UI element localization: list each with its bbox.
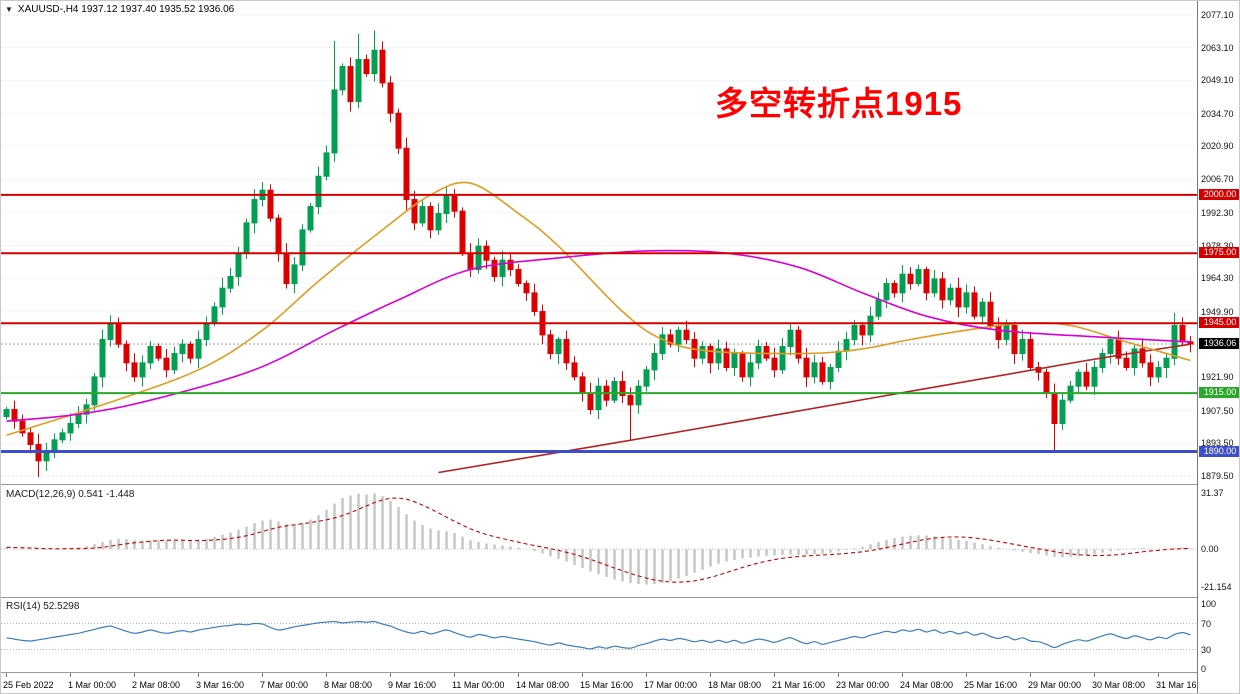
level-price-badge: 1890.00 [1199,445,1239,457]
axis-label: 1949.90 [1201,306,1234,317]
time-axis-label: 25 Mar 16:00 [964,680,1018,690]
axis-label: 1893.50 [1201,438,1234,449]
time-tick [1158,673,1159,677]
level-price-badge: 1915.00 [1199,387,1239,399]
axis-label: 30 [1201,644,1212,655]
axis-label: 1907.50 [1201,405,1234,416]
time-tick [1094,673,1095,677]
time-tick [262,673,263,677]
time-tick [134,673,135,677]
axis-label: 0.00 [1201,544,1219,555]
axis-label: 1992.30 [1201,207,1234,218]
time-axis-label: 24 Mar 08:00 [900,680,954,690]
macd-histogram [5,493,1192,585]
time-tick [838,673,839,677]
time-tick [454,673,455,677]
axis-label: 0 [1201,664,1207,674]
time-axis[interactable]: 25 Feb 2022 1 Mar 00:00 2 Mar 08:00 3 Mar 1… [1,673,1209,693]
axis-label: 31.37 [1201,488,1224,498]
level-price-badge: 1945.00 [1199,317,1239,329]
axis-label: 2034.70 [1201,108,1234,119]
panel-resize-handle[interactable] [1,597,1239,598]
axis-label: 1978.30 [1201,240,1234,251]
axis-label: 70 [1201,618,1212,629]
time-tick [710,673,711,677]
time-axis-label: 9 Mar 16:00 [388,680,437,690]
chevron-down-icon[interactable]: ▼ [5,5,13,14]
macd-signal-line [6,497,1191,583]
time-axis-label: 1 Mar 00:00 [68,680,117,690]
axis-label: 2020.90 [1201,141,1234,152]
macd-panel[interactable] [1,485,1197,597]
main-price-chart[interactable] [1,1,1197,484]
time-axis-label: 25 Feb 2022 [3,680,54,690]
axis-label: 1879.50 [1201,471,1234,481]
symbol-ohlc-text: XAUUSD-,H4 1937.12 1937.40 1935.52 1936.… [17,4,235,15]
time-tick [774,673,775,677]
time-axis-label: 8 Mar 08:00 [324,680,373,690]
time-axis-label: 3 Mar 16:00 [196,680,245,690]
level-price-badge: 1975.00 [1199,247,1239,259]
axis-label: 1921.90 [1201,372,1234,383]
panel-resize-handle[interactable] [1,672,1239,673]
price-axis[interactable]: 2077.10 2063.10 2049.10 2034.70 2020.90 2006.… [1197,1,1239,693]
current-price-badge: 1936.06 [1199,338,1239,350]
axis-label: -21.154 [1201,582,1232,592]
rsi-label: RSI(14) 52.5298 [6,601,80,612]
time-tick [902,673,903,677]
time-tick [966,673,967,677]
axis-label: 2049.10 [1201,75,1234,86]
axis-label: 1964.30 [1201,273,1234,284]
grid-layer [1,14,1197,477]
time-tick [1030,673,1031,677]
time-axis-label: 18 Mar 08:00 [708,680,762,690]
time-axis-label: 29 Mar 00:00 [1028,680,1082,690]
time-tick [326,673,327,677]
time-axis-label: 21 Mar 16:00 [772,680,826,690]
time-tick [70,673,71,677]
time-axis-label: 11 Mar 00:00 [452,680,505,690]
time-tick [198,673,199,677]
ma-orange-line [6,181,1191,436]
panel-resize-handle[interactable] [1,484,1239,485]
time-axis-label: 2 Mar 08:00 [132,680,181,690]
axis-label: 2063.10 [1201,42,1234,53]
time-axis-label: 30 Mar 08:00 [1092,680,1146,690]
time-axis-label: 15 Mar 16:00 [580,680,634,690]
time-tick [390,673,391,677]
time-tick [646,673,647,677]
axis-label: 2006.70 [1201,174,1234,185]
rsi-line [6,620,1191,650]
time-axis-label: 23 Mar 00:00 [836,680,890,690]
axis-label: 100 [1201,599,1217,609]
symbol-ohlc-readout: ▼ XAUUSD-,H4 1937.12 1937.40 1935.52 193… [5,4,234,15]
time-tick [6,673,7,677]
chart-annotation: 多空转折点1915 [715,85,963,122]
rsi-panel[interactable] [1,598,1197,672]
axis-label: 2077.10 [1201,10,1234,20]
time-tick [518,673,519,677]
macd-label: MACD(12,26,9) 0.541 -1.448 [6,489,135,500]
time-axis-label: 14 Mar 08:00 [516,680,570,690]
time-axis-label: 31 Mar 16:00 [1156,680,1210,690]
time-axis-label: 17 Mar 00:00 [644,680,698,690]
level-price-badge: 2000.00 [1199,188,1239,200]
time-axis-label: 7 Mar 00:00 [260,680,309,690]
time-tick [582,673,583,677]
